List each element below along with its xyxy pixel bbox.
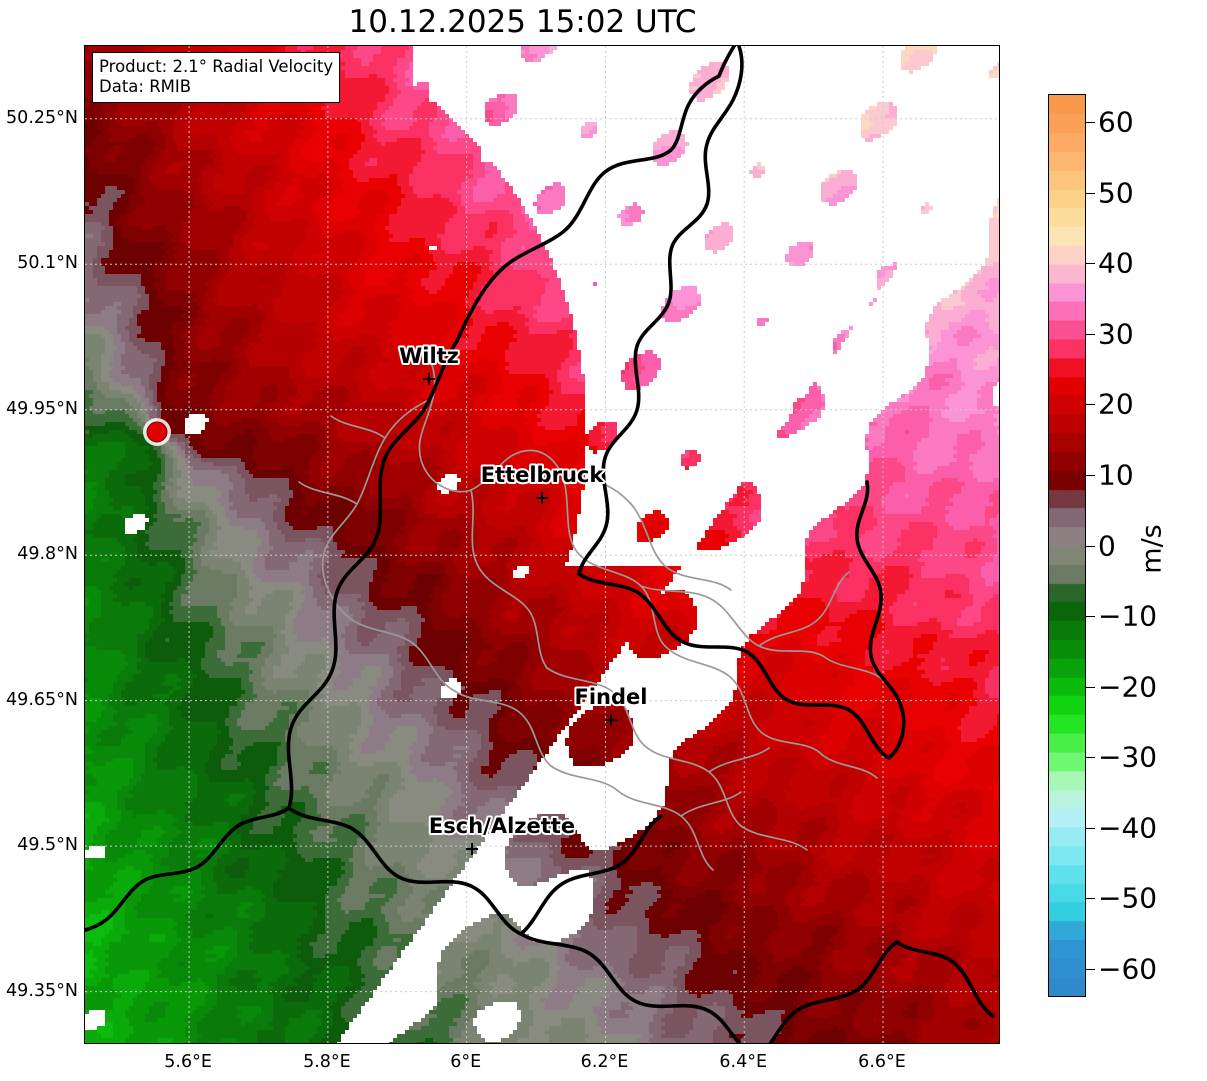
colorbar-tick-label: −40 [1098,811,1158,845]
product-line: Product: 2.1° Radial Velocity [99,57,334,76]
x-axis-tick-label: 6.6°E [858,1052,906,1072]
colorbar-tick-label: 50 [1098,176,1134,210]
y-axis-tick-label: 49.35°N [6,980,78,1001]
data-source-line: Data: RMIB [99,77,192,96]
page-title: 10.12.2025 15:02 UTC [348,4,697,40]
x-axis-tick-label: 5.6°E [164,1052,212,1072]
city-label: Esch/Alzette [429,814,575,838]
svg-text:Ettelbruck: Ettelbruck [481,463,605,487]
city-label: Ettelbruck [481,463,605,487]
city-label: Findel [575,685,648,709]
colorbar-tick-label: 0 [1098,529,1116,562]
colorbar-tick [1086,404,1095,406]
y-axis-tick-label: 49.5°N [17,835,78,856]
colorbar-tick-label: 10 [1098,458,1134,492]
product-info-box: Product: 2.1° Radial Velocity Data: RMIB [92,52,341,103]
radar-site-marker [146,421,168,443]
colorbar-tick-label: −20 [1098,670,1158,704]
colorbar-tick-label: −50 [1098,881,1158,915]
colorbar-tick-label: 30 [1098,317,1134,351]
y-axis-tick-label: 49.65°N [6,689,78,710]
radar-map-plot: Wiltz Wiltz Ettelbruck Ettelbruck Findel Find… [84,45,1000,1044]
colorbar-tick [1086,475,1095,476]
y-axis-tick-label: 49.95°N [6,398,78,419]
colorbar-tick-label: 60 [1098,105,1134,139]
svg-text:Wiltz: Wiltz [399,344,459,368]
colorbar-tick [1086,192,1095,194]
colorbar-tick-label: 40 [1098,246,1134,280]
y-axis-tick-label: 50.1°N [17,253,78,274]
colorbar-tick [1086,263,1095,265]
velocity-colorbar [1048,94,1086,997]
colorbar-tick [1086,616,1095,617]
colorbar-tick-label: −30 [1098,740,1158,774]
colorbar-tick [1086,686,1095,688]
colorbar-tick [1086,827,1095,829]
colorbar-tick [1086,757,1095,759]
y-axis-tick-label: 50.25°N [6,107,78,128]
colorbar-tick [1086,333,1095,335]
colorbar-tick-label: −10 [1098,599,1158,633]
city-label: Wiltz [399,344,459,368]
colorbar-gradient [1049,95,1085,996]
svg-text:Findel: Findel [575,685,648,709]
colorbar-tick [1086,545,1095,547]
x-axis-tick-label: 5.8°E [303,1052,351,1072]
x-axis-tick-label: 6.2°E [580,1052,629,1072]
y-axis-tick-label: 49.8°N [17,544,78,565]
x-axis-tick-label: 6°E [450,1052,482,1072]
colorbar-tick-label: −60 [1098,952,1158,986]
svg-text:Esch/Alzette: Esch/Alzette [429,814,575,838]
colorbar-tick [1086,122,1095,124]
x-axis-tick-label: 6.4°E [719,1052,768,1072]
colorbar-unit-label: m/s [1136,524,1168,574]
colorbar-tick [1086,968,1095,970]
colorbar-tick-label: 20 [1098,387,1134,421]
colorbar-tick [1086,898,1095,900]
